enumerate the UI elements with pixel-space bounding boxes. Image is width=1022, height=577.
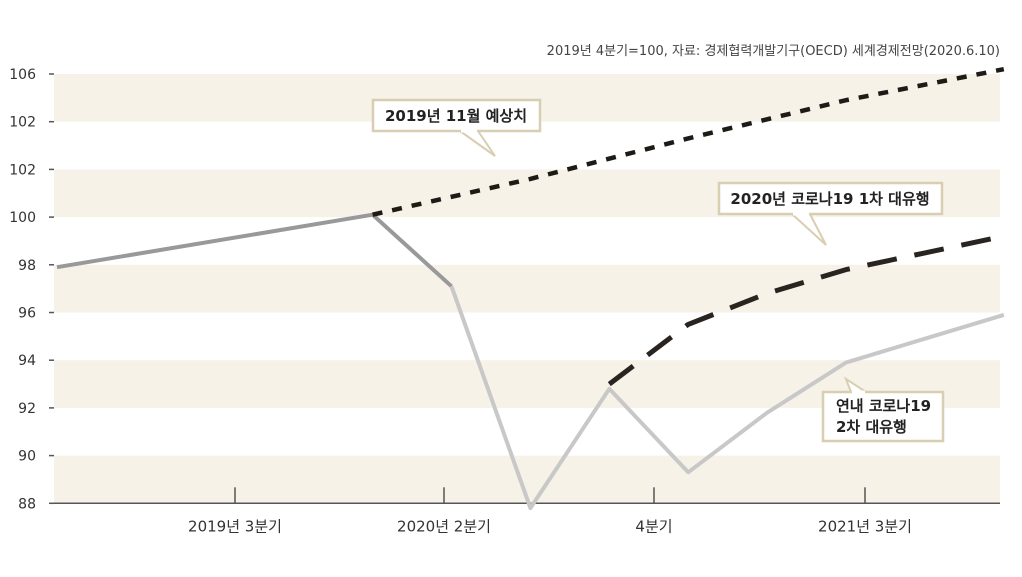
series-line-2019년-11월-예상치 xyxy=(372,66,1005,217)
source-note: 2019년 4분기=100, 자료: 경제협력개발기구(OECD) 세계경제전망… xyxy=(547,44,1000,59)
y-axis: 106 102 102 100 98 96 94 92 90 88 xyxy=(9,67,54,512)
series-group xyxy=(56,66,1005,511)
callout-box xyxy=(717,181,944,216)
callout-pointer xyxy=(789,213,827,246)
y-tick-label: 94 xyxy=(18,353,36,369)
callout-label: 연내 코로나19 xyxy=(836,397,931,415)
y-tick-label: 102 xyxy=(9,115,36,131)
y-tick-label: 100 xyxy=(9,210,36,226)
annotation-group: 2019년 11월 예상치 2020년 코로나19 1차 대유행 연내 코로나1… xyxy=(371,98,945,443)
y-tick-label: 88 xyxy=(18,496,36,512)
y-tick-label: 96 xyxy=(18,306,36,322)
callout-box xyxy=(821,390,945,443)
callout-2019-forecast: 2019년 11월 예상치 xyxy=(371,98,542,157)
x-tick-label: 2021년 3분기 xyxy=(818,517,912,535)
series-line-2020년-코로나19-1차-대유행 xyxy=(607,233,1005,387)
callout-pointer xyxy=(456,130,496,157)
series-line-연내-코로나19-2차-대유행 xyxy=(449,285,1005,511)
y-tick-label: 102 xyxy=(9,162,36,178)
y-tick-label: 90 xyxy=(18,449,36,465)
callout-first-wave: 2020년 코로나19 1차 대유행 xyxy=(717,181,944,246)
callout-label: 2차 대유행 xyxy=(836,418,907,436)
callout-label: 2019년 11월 예상치 xyxy=(385,107,527,125)
x-tick-label: 2020년 2분기 xyxy=(397,517,491,535)
band xyxy=(54,264,1000,313)
y-tick-label: 92 xyxy=(18,401,36,417)
y-tick-label: 106 xyxy=(9,67,36,83)
y-tick-label: 98 xyxy=(18,258,36,274)
x-tick-label: 4분기 xyxy=(635,517,672,535)
x-tick-label: 2019년 3분기 xyxy=(188,517,282,535)
callout-label: 2020년 코로나19 1차 대유행 xyxy=(730,190,929,208)
callout-box xyxy=(371,98,542,133)
callout-second-wave: 연내 코로나19 2차 대유행 xyxy=(821,376,945,443)
